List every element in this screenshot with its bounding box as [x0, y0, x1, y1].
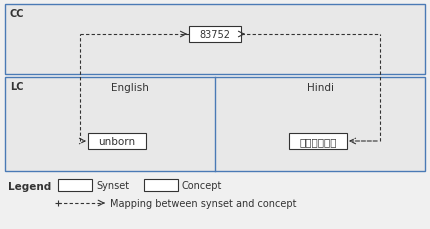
Text: unborn: unborn	[98, 136, 135, 146]
Bar	[5, 5, 425, 75]
Text: Hindi: Hindi	[307, 83, 334, 93]
Text: Mapping between synset and concept: Mapping between synset and concept	[110, 198, 297, 208]
FancyBboxPatch shape	[88, 134, 146, 149]
Bar	[5, 78, 425, 171]
Text: अजन्मा: अजन्मा	[299, 136, 337, 146]
Text: 83752: 83752	[200, 30, 230, 40]
Text: Concept: Concept	[182, 180, 222, 190]
Text: CC: CC	[10, 9, 25, 19]
Text: Synset: Synset	[96, 180, 129, 190]
FancyBboxPatch shape	[189, 27, 241, 43]
FancyBboxPatch shape	[289, 134, 347, 149]
Text: LC: LC	[10, 82, 24, 92]
Text: Legend: Legend	[8, 181, 51, 191]
Bar	[58, 179, 92, 191]
Text: English: English	[111, 83, 149, 93]
Bar	[144, 179, 178, 191]
